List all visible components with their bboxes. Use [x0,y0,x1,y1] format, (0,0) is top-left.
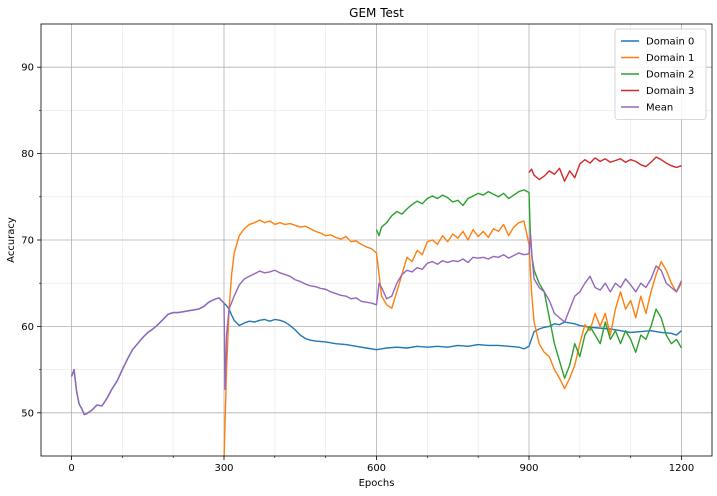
series-line-mean [70,233,683,416]
legend-label: Mean [646,103,673,114]
y-tick-label: 50 [21,408,34,419]
legend-label: Domain 2 [646,70,694,81]
series-line-domain-1 [223,219,683,456]
series-line-domain-3 [528,156,682,182]
x-tick-label: 1200 [669,463,694,474]
major-grid [41,24,712,456]
y-axis-label: Accuracy [6,217,17,263]
legend-label: Domain 0 [646,37,694,48]
x-axis-label: Epochs [359,478,395,489]
legend-item: Domain 2 [621,70,694,81]
legend-item: Domain 0 [621,37,694,48]
legend-item: Domain 3 [621,86,694,97]
legend-item: Mean [621,103,673,114]
x-tick-label: 0 [68,463,74,474]
y-tick-label: 60 [21,322,34,333]
y-tick-label: 70 [21,236,34,247]
y-tick-label: 90 [21,63,34,74]
series-layer [70,156,683,456]
legend-box [614,28,707,120]
legend-label: Domain 3 [646,86,694,97]
x-tick-label: 600 [367,463,386,474]
legend: Domain 0 Domain 1 Domain 2 Domain 3 Mean [614,28,707,120]
y-tick-label: 80 [21,149,34,160]
series-line-domain-2 [375,189,683,379]
legend-label: Domain 1 [646,53,694,64]
legend-item: Domain 1 [621,53,694,64]
axis-ticks: 0 300 600 900 1200 50 60 70 80 90 [21,63,694,474]
chart-title: GEM Test [349,6,404,20]
x-tick-label: 900 [519,463,538,474]
x-tick-label: 300 [214,463,233,474]
